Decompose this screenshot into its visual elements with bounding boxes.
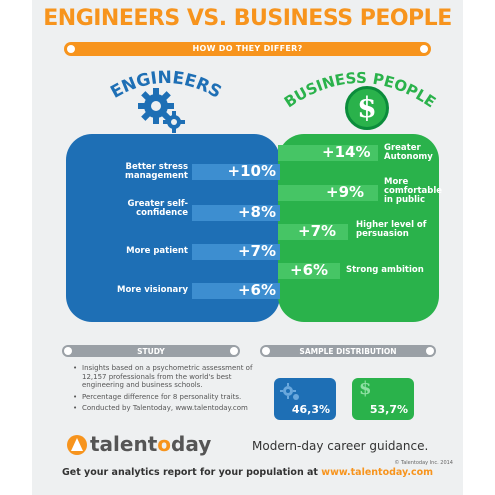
business-trait-row: +6% Strong ambition: [278, 261, 439, 279]
gears-icon: [138, 88, 185, 133]
engineers-trait-row: Better stress management +10%: [66, 162, 280, 181]
study-bar: STUDY: [62, 345, 240, 357]
trait-label: More patient: [126, 246, 188, 256]
brand-tagline: Modern-day career guidance.: [252, 439, 429, 453]
infographic: ENGINEERS VS. BUSINESS PEOPLE HOW DO THE…: [32, 0, 463, 495]
talentoday-logo-icon: [67, 435, 87, 455]
business-trait-row: +7% Higher level of persuasion: [278, 220, 439, 240]
business-trait-row: +14% Greater Autonomy: [278, 143, 439, 162]
page-title: ENGINEERS VS. BUSINESS PEOPLE: [43, 6, 452, 31]
bar-dot-left: [67, 45, 75, 53]
bar-dot-left: [262, 347, 270, 355]
bar-dot-right: [230, 347, 238, 355]
engineers-trait-row: More patient +7%: [66, 242, 280, 260]
trait-label: More visionary: [116, 285, 188, 295]
trait-band: +7%: [192, 242, 280, 260]
trait-label: Strong ambition: [346, 265, 424, 275]
list-item: • Conducted by Talentoday, www.talentoday…: [73, 404, 248, 412]
trait-label: More comfortable in public: [384, 177, 443, 205]
sample-business-value: 53,7%: [369, 403, 408, 416]
trait-band: +14%: [278, 143, 378, 161]
bar-dot-right: [426, 347, 434, 355]
trait-label: Greater self-confidence: [127, 199, 188, 218]
trait-label: Higher level of persuasion: [356, 220, 427, 239]
brand-logo: talentoday: [90, 432, 212, 456]
bar-dot-left: [64, 347, 72, 355]
trait-band: +10%: [192, 162, 280, 180]
trait-band: +7%: [278, 222, 348, 240]
engineers-trait-row: Greater self-confidence +8%: [66, 200, 280, 221]
list-item: • Percentage difference for 8 personality…: [73, 392, 242, 401]
trait-band: +6%: [278, 261, 340, 279]
trait-label: Better stress management: [125, 162, 188, 181]
sample-business-tile: $ 53,7%: [352, 378, 414, 420]
sample-heading: SAMPLE DISTRIBUTION: [299, 347, 397, 356]
dollar-icon: $: [345, 86, 389, 130]
trait-band: +9%: [278, 183, 378, 201]
engineers-trait-row: More visionary +6%: [66, 281, 280, 299]
trait-value: +8%: [237, 203, 276, 221]
copyright: © Talentoday Inc. 2014: [394, 460, 453, 466]
trait-value: +14%: [322, 143, 371, 161]
study-heading: STUDY: [137, 347, 165, 356]
sample-engineers-value: 46,3%: [291, 403, 330, 416]
trait-value: +7%: [237, 242, 276, 260]
trait-band: +6%: [192, 281, 280, 299]
gears-icon: [280, 383, 299, 400]
sample-bar: SAMPLE DISTRIBUTION: [260, 345, 436, 357]
trait-value: +10%: [227, 162, 276, 180]
subtitle-bar: HOW DO THEY DIFFER?: [64, 42, 431, 56]
trait-value: +9%: [326, 183, 365, 201]
sample-engineers-tile: 46,3%: [274, 378, 336, 420]
trait-label: Greater Autonomy: [384, 143, 433, 162]
subtitle: HOW DO THEY DIFFER?: [192, 44, 303, 53]
bar-dot-right: [420, 45, 428, 53]
trait-band: +8%: [192, 203, 280, 221]
trait-value: +6%: [237, 281, 276, 299]
list-item: • Insights based on a psychometric assess…: [73, 364, 253, 389]
dollar-icon: $: [359, 378, 372, 399]
trait-value: +6%: [290, 261, 329, 279]
business-trait-row: +9% More comfortable in public: [278, 178, 442, 205]
footer-link[interactable]: www.talentoday.com: [321, 467, 434, 478]
trait-value: +7%: [298, 222, 337, 240]
study-list: • Insights based on a psychometric assess…: [72, 364, 272, 416]
footer-cta: Get your analytics report for your popul…: [61, 467, 434, 478]
